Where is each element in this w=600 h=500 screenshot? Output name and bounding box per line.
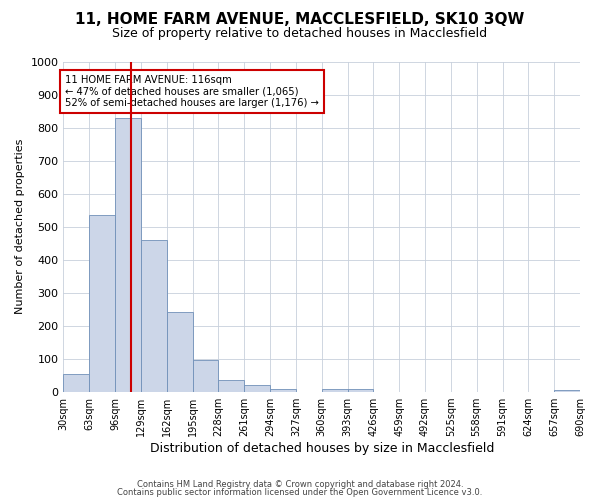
Bar — [167, 312, 193, 392]
Bar — [322, 389, 347, 392]
Text: 11, HOME FARM AVENUE, MACCLESFIELD, SK10 3QW: 11, HOME FARM AVENUE, MACCLESFIELD, SK10… — [76, 12, 524, 28]
Text: 11 HOME FARM AVENUE: 116sqm
← 47% of detached houses are smaller (1,065)
52% of : 11 HOME FARM AVENUE: 116sqm ← 47% of det… — [65, 74, 319, 108]
Y-axis label: Number of detached properties: Number of detached properties — [15, 139, 25, 314]
Bar — [244, 385, 270, 392]
Bar — [270, 389, 296, 392]
Bar — [218, 380, 244, 392]
Bar — [347, 389, 373, 392]
Bar — [554, 390, 580, 392]
Bar — [115, 118, 141, 392]
Bar — [89, 214, 115, 392]
Text: Size of property relative to detached houses in Macclesfield: Size of property relative to detached ho… — [112, 28, 488, 40]
Text: Contains HM Land Registry data © Crown copyright and database right 2024.: Contains HM Land Registry data © Crown c… — [137, 480, 463, 489]
X-axis label: Distribution of detached houses by size in Macclesfield: Distribution of detached houses by size … — [149, 442, 494, 455]
Bar — [141, 240, 167, 392]
Text: Contains public sector information licensed under the Open Government Licence v3: Contains public sector information licen… — [118, 488, 482, 497]
Bar — [193, 360, 218, 392]
Bar — [64, 374, 89, 392]
